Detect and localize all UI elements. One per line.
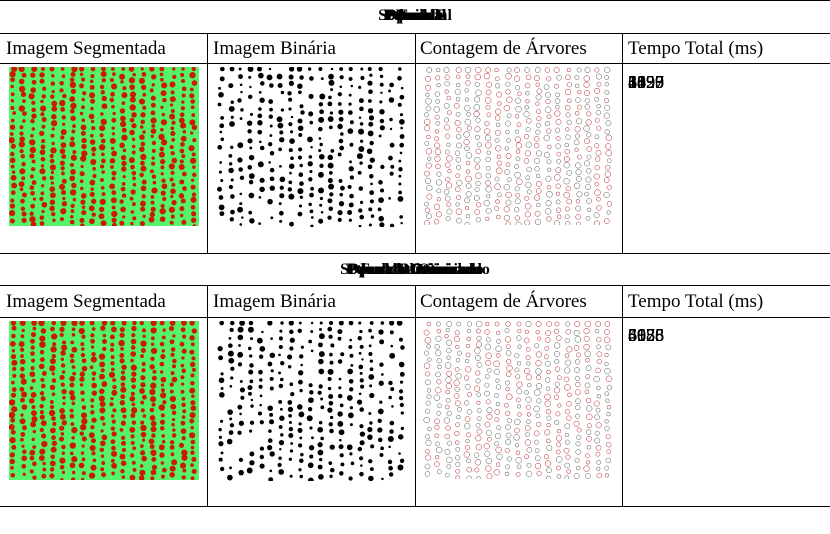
header-segmented-image: Imagem Segmentada — [6, 38, 166, 59]
tree-count-image — [423, 321, 613, 479]
header-segmented-image: Imagem Segmentada — [6, 291, 166, 312]
header-binary-image: Imagem Binária — [213, 38, 336, 59]
header-total-time: Tempo Total (ms) — [628, 38, 764, 59]
section-title-text: Naive — [395, 7, 435, 24]
column-divider — [207, 285, 208, 506]
section-title-text: Paralelo — [386, 7, 444, 24]
section-title-text: Paralelo Otimizado — [348, 261, 482, 278]
column-divider — [415, 285, 416, 506]
time-value: 4829 — [628, 72, 664, 92]
segmented-image — [9, 321, 199, 480]
time-value: 1697 — [628, 72, 664, 92]
section1-title: Naive Paralelo Sequencial OpenMP Pthread… — [0, 6, 830, 28]
header-binary-image: Imagem Binária — [213, 291, 336, 312]
header-tree-count: Contagem de Árvores — [420, 291, 587, 312]
time-value: 6678 — [628, 325, 664, 345]
time-value: 6097 — [628, 72, 664, 92]
section-title-text: Naive — [395, 261, 435, 278]
time-value: 5036 — [628, 325, 664, 345]
total-time-values: 1697 2355 3490 4829 5123 6097 — [628, 71, 818, 95]
section-title-text: Fork — [398, 7, 432, 24]
section2-title: Naive Paralelo Otimizado Sequencial Otim… — [0, 260, 830, 282]
binary-image — [216, 321, 406, 481]
time-value: 4125 — [628, 325, 664, 345]
header-total-time: Tempo Total (ms) — [628, 291, 764, 312]
section-title-text: Potencial — [383, 7, 447, 24]
column-divider — [622, 33, 623, 253]
tree-count-image — [423, 67, 613, 225]
time-value: 3490 — [628, 72, 664, 92]
header-tree-count: Contagem de Árvores — [420, 38, 587, 59]
segmented-image — [9, 67, 199, 226]
time-value: 5123 — [628, 72, 664, 92]
column-divider — [622, 285, 623, 506]
table-border-bottom — [0, 506, 830, 507]
section1-bottom-divider — [0, 253, 830, 254]
column-divider — [415, 33, 416, 253]
total-time-values: 3088 4125 5036 6155 5958 6678 — [628, 324, 818, 348]
time-value: 2355 — [628, 72, 664, 92]
section-title-text: OpenMP Otimizado — [346, 261, 484, 278]
section-title-text: Pthreads — [384, 7, 446, 24]
table-border-top — [0, 0, 830, 1]
section-title-text: Sequencial Otimizado — [340, 261, 490, 278]
column-divider — [207, 33, 208, 253]
time-value: 3088 — [628, 325, 664, 345]
time-value: 6155 — [628, 325, 664, 345]
binary-image — [216, 67, 406, 227]
section-title-text: Sequencial — [378, 7, 452, 24]
section-title-text: OpenMP — [383, 7, 447, 24]
section-title-text: Pthreads Otimizado — [346, 261, 484, 278]
section-title-text: Fork Otimizado — [360, 261, 470, 278]
time-value: 5958 — [628, 325, 664, 345]
